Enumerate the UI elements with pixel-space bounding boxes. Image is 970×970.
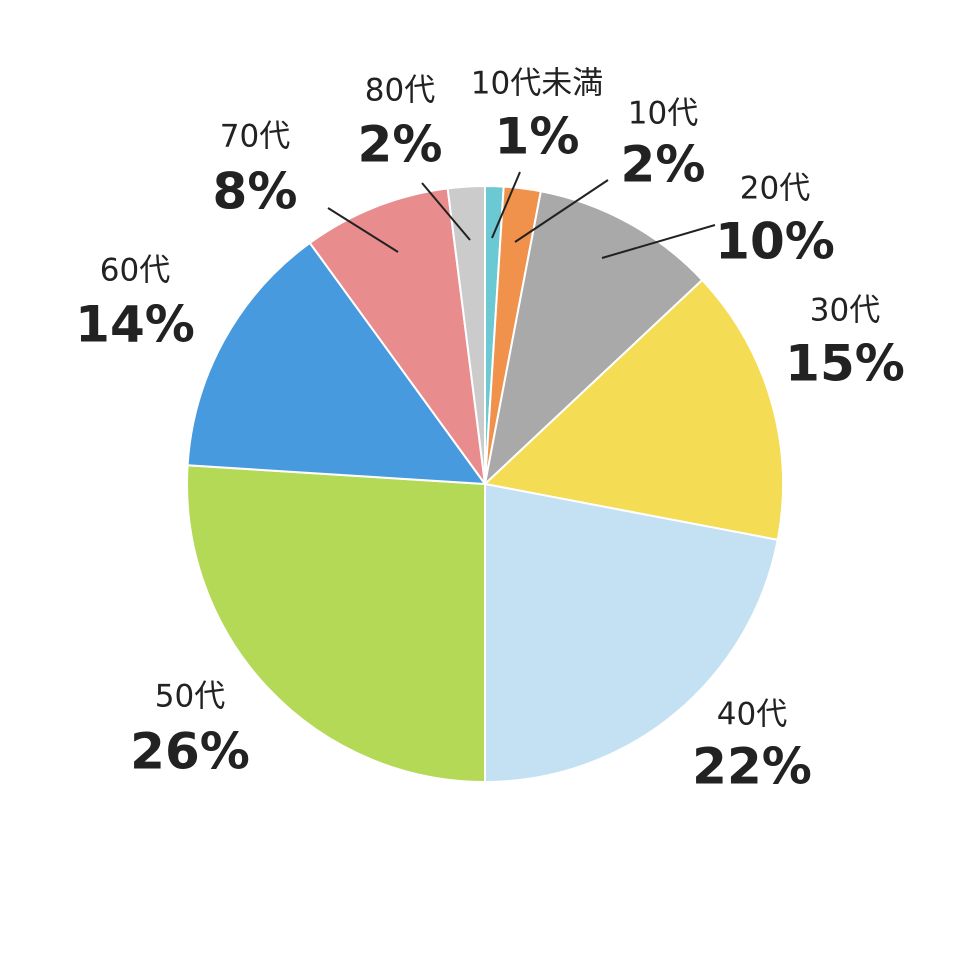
slice-value-label: 8%: [213, 163, 298, 221]
slice-value-label: 10%: [715, 213, 835, 271]
pie-slice: [446, 184, 486, 485]
labels: 10代未満 1% 10代 2% 20代 10% 30代 15% 40代 22% 50代 26% 60代 1…: [75, 66, 905, 796]
pie-slice: [483, 190, 704, 487]
slice-name: 50代: [155, 679, 225, 715]
slice-value-label: 26%: [130, 723, 250, 781]
leader-line: [327, 207, 399, 253]
pie-slice: [308, 187, 486, 485]
slice-value-label: 15%: [785, 335, 905, 393]
pie-slice: [186, 241, 488, 486]
pie-slice: [484, 482, 779, 784]
slice-value-label: 2%: [358, 116, 443, 174]
slice-name: 80代: [365, 73, 435, 109]
slice-name: 40代: [717, 697, 787, 733]
leader-line: [514, 179, 609, 243]
pie-slice: [482, 278, 785, 542]
leader-line: [491, 171, 521, 239]
slice-value-label: 14%: [75, 296, 195, 354]
slice-name: 10代: [628, 96, 698, 132]
leader-line: [601, 224, 716, 259]
leader-line: [421, 182, 471, 241]
slice-name: 20代: [740, 171, 810, 207]
slice-name: 60代: [100, 253, 170, 289]
slice-value-label: 2%: [621, 136, 706, 194]
slice-value-label: 22%: [692, 738, 812, 796]
slice-value-label: 1%: [495, 108, 580, 166]
pie-slice: [186, 464, 486, 784]
slice-name: 30代: [810, 293, 880, 329]
leader-lines: [327, 171, 716, 259]
slice-name: 10代未満: [471, 66, 603, 102]
slice-name: 70代: [220, 119, 290, 155]
pie: [186, 184, 785, 784]
